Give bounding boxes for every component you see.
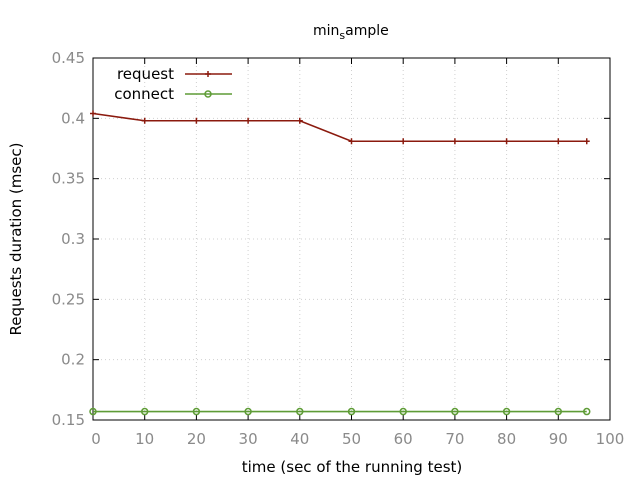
data-point-request xyxy=(451,138,458,145)
data-point-request xyxy=(141,117,148,124)
x-tick-label: 100 xyxy=(596,430,625,448)
x-tick-label: 20 xyxy=(187,430,206,448)
data-point-request xyxy=(583,138,590,145)
chart-title-sub: s xyxy=(339,29,345,42)
axis-ticks: 0.15 0.2 0.25 0.3 0.35 0.4 0.45 0 10 20 30 40 50 60 70… xyxy=(52,49,625,448)
data-point-request xyxy=(348,138,355,145)
chart-title-main: min xyxy=(313,23,339,39)
data-point-connect xyxy=(554,407,563,416)
data-point-connect xyxy=(296,407,304,416)
legend-label-connect: connect xyxy=(114,85,174,103)
x-tick-label: 80 xyxy=(497,430,516,448)
data-point-connect xyxy=(399,407,407,416)
y-tick-label: 0.15 xyxy=(52,411,85,429)
x-tick-label: 0 xyxy=(91,430,101,448)
data-point-connect xyxy=(347,407,356,416)
data-point-request xyxy=(555,138,562,145)
data-point-request xyxy=(193,117,200,124)
x-tick-label: 30 xyxy=(239,430,258,448)
y-tick-label: 0.25 xyxy=(52,290,85,308)
legend-marker-connect xyxy=(204,90,212,98)
data-point-connect xyxy=(582,407,591,416)
data-point-request xyxy=(90,110,96,117)
x-tick-label: 70 xyxy=(445,430,464,448)
y-tick-label: 0.35 xyxy=(52,170,85,188)
data-point-connect xyxy=(244,407,252,416)
data-point-request xyxy=(400,138,407,145)
x-tick-label: 50 xyxy=(342,430,361,448)
data-point-connect xyxy=(502,407,511,416)
data-point-request xyxy=(296,117,303,124)
data-point-request xyxy=(245,117,252,124)
y-axis-label: Requests duration (msec) xyxy=(7,142,25,335)
chart-title: minsample xyxy=(313,23,389,42)
y-tick-label: 0.45 xyxy=(52,49,85,67)
data-point-request xyxy=(503,138,510,145)
data-point-connect xyxy=(451,407,459,416)
y-tick-label: 0.4 xyxy=(61,109,85,127)
legend-label-request: request xyxy=(117,65,174,83)
series-lines xyxy=(89,110,591,416)
y-tick-label: 0.3 xyxy=(61,230,85,248)
x-tick-label: 60 xyxy=(394,430,413,448)
legend: request connect xyxy=(114,65,232,103)
y-tick-label: 0.2 xyxy=(61,351,85,369)
data-point-connect xyxy=(140,407,149,416)
grid xyxy=(93,58,610,420)
chart-title-rest: ample xyxy=(345,23,389,39)
x-tick-label: 90 xyxy=(549,430,568,448)
x-tick-label: 10 xyxy=(135,430,154,448)
x-axis-label: time (sec of the running test) xyxy=(242,458,463,476)
data-point-connect xyxy=(192,407,201,416)
x-tick-label: 40 xyxy=(290,430,309,448)
legend-marker-request xyxy=(205,71,211,77)
series-line-request xyxy=(92,112,587,143)
data-point-connect xyxy=(89,407,97,416)
